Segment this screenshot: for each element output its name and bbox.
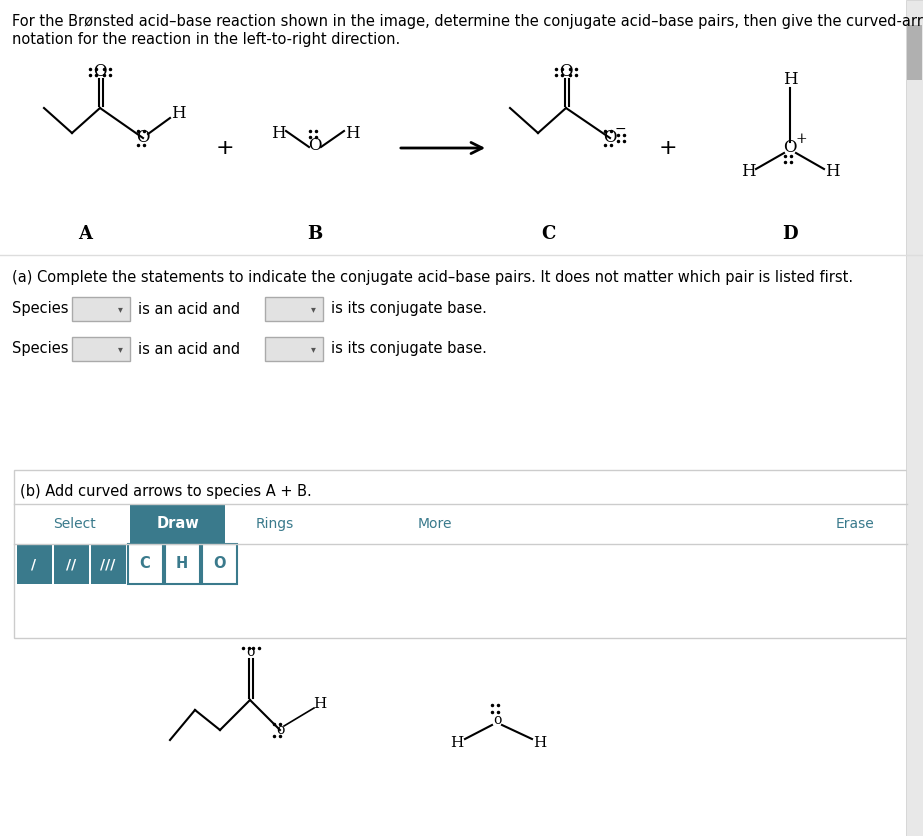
Text: H: H <box>533 736 546 750</box>
Text: More: More <box>418 517 452 531</box>
FancyBboxPatch shape <box>72 337 130 361</box>
Text: +: + <box>659 138 677 158</box>
Text: H: H <box>270 125 285 141</box>
Text: O: O <box>212 557 225 572</box>
Text: o: o <box>246 645 254 659</box>
Text: D: D <box>782 225 797 243</box>
Text: O: O <box>137 130 150 146</box>
Text: o: o <box>493 713 501 727</box>
Text: +: + <box>796 132 807 146</box>
FancyBboxPatch shape <box>14 470 907 638</box>
Text: For the Brønsted acid–base reaction shown in the image, determine the conjugate : For the Brønsted acid–base reaction show… <box>12 14 923 29</box>
FancyBboxPatch shape <box>54 544 89 584</box>
Text: /: / <box>31 557 37 571</box>
Text: notation for the reaction in the left-to-right direction.: notation for the reaction in the left-to… <box>12 32 401 47</box>
Text: C: C <box>541 225 556 243</box>
Text: O: O <box>784 140 797 156</box>
FancyBboxPatch shape <box>906 0 923 836</box>
Text: H: H <box>171 105 186 123</box>
Text: Draw: Draw <box>156 517 198 532</box>
Text: H: H <box>824 164 839 181</box>
FancyBboxPatch shape <box>130 504 225 544</box>
FancyBboxPatch shape <box>72 297 130 321</box>
Text: is an acid and: is an acid and <box>138 341 240 356</box>
Text: H: H <box>450 736 463 750</box>
Text: +: + <box>216 138 234 158</box>
Text: H: H <box>176 557 188 572</box>
Text: ▾: ▾ <box>117 304 123 314</box>
Text: H: H <box>314 697 327 711</box>
Text: ▾: ▾ <box>310 304 316 314</box>
Text: A: A <box>78 225 92 243</box>
Text: is an acid and: is an acid and <box>138 302 240 317</box>
Text: (a) Complete the statements to indicate the conjugate acid–base pairs. It does n: (a) Complete the statements to indicate … <box>12 270 853 285</box>
Text: Select: Select <box>54 517 96 531</box>
Text: Species: Species <box>12 302 68 317</box>
FancyBboxPatch shape <box>91 544 126 584</box>
Text: O: O <box>308 136 322 154</box>
Text: ///: /// <box>101 557 115 571</box>
Text: Erase: Erase <box>835 517 874 531</box>
Text: //: // <box>66 557 76 571</box>
FancyBboxPatch shape <box>128 544 163 584</box>
Text: B: B <box>307 225 323 243</box>
Text: O: O <box>559 64 573 80</box>
Text: Species: Species <box>12 341 68 356</box>
FancyBboxPatch shape <box>265 337 323 361</box>
FancyBboxPatch shape <box>17 544 52 584</box>
Text: O: O <box>604 130 617 146</box>
Text: H: H <box>344 125 359 141</box>
Text: ▾: ▾ <box>117 344 123 354</box>
Text: O: O <box>93 64 107 80</box>
Text: is its conjugate base.: is its conjugate base. <box>331 302 486 317</box>
Text: H: H <box>740 164 755 181</box>
Text: ▾: ▾ <box>310 344 316 354</box>
FancyBboxPatch shape <box>202 544 237 584</box>
Text: −: − <box>614 122 626 136</box>
FancyBboxPatch shape <box>907 25 922 80</box>
Text: Rings: Rings <box>256 517 294 531</box>
FancyBboxPatch shape <box>165 544 200 584</box>
Text: is its conjugate base.: is its conjugate base. <box>331 341 486 356</box>
Text: (b) Add curved arrows to species A + B.: (b) Add curved arrows to species A + B. <box>20 484 312 499</box>
Text: H: H <box>783 72 797 89</box>
FancyBboxPatch shape <box>265 297 323 321</box>
Text: C: C <box>139 557 150 572</box>
Text: o: o <box>276 723 284 737</box>
